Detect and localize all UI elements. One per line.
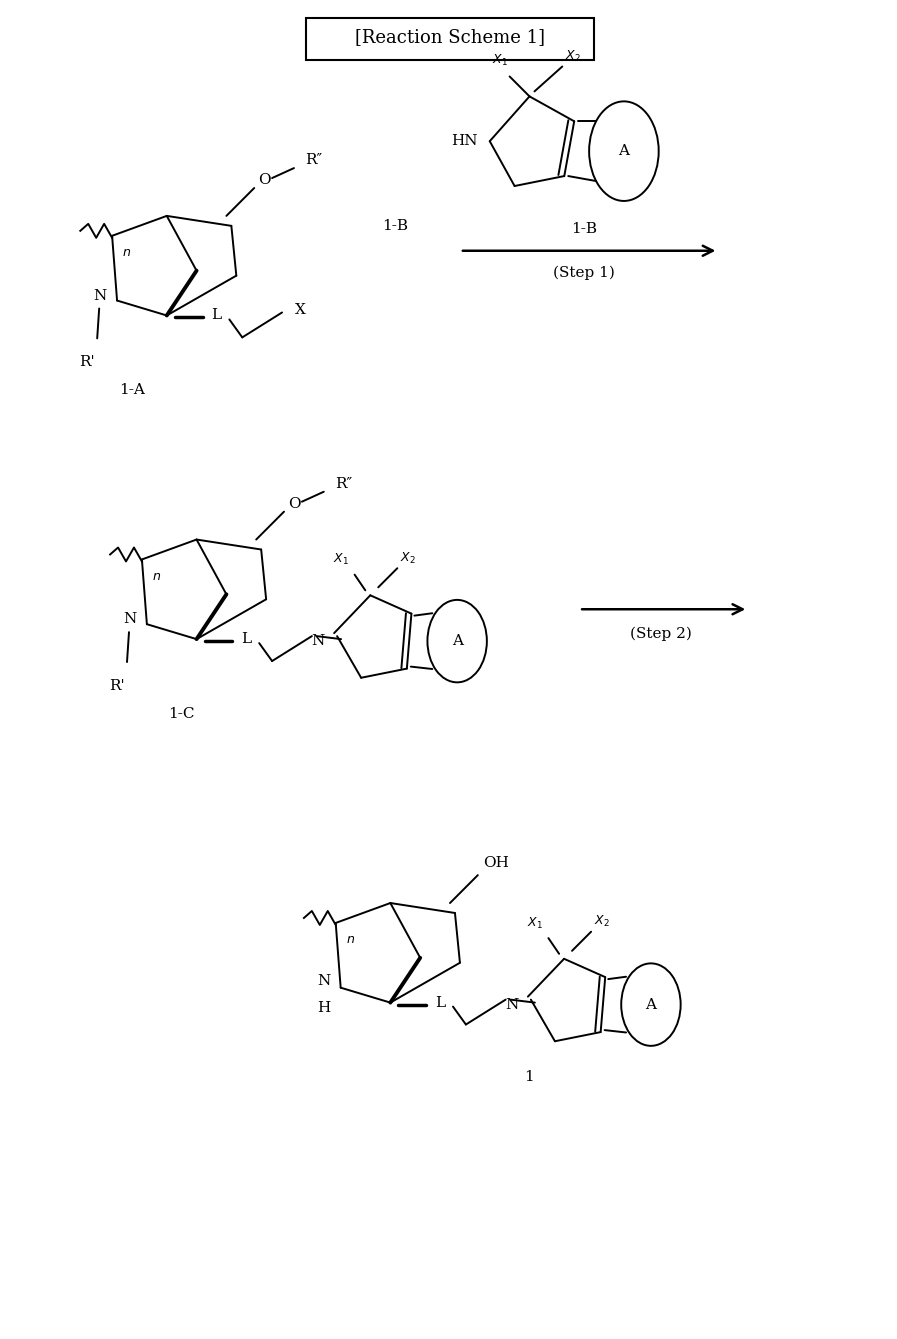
Text: HN: HN: [452, 134, 478, 149]
Text: O: O: [288, 497, 300, 510]
Text: [Reaction Scheme 1]: [Reaction Scheme 1]: [355, 28, 545, 46]
Text: N: N: [311, 635, 325, 648]
Text: N: N: [318, 973, 330, 988]
Text: H: H: [318, 1000, 330, 1015]
Text: $X_1$: $X_1$: [492, 54, 508, 68]
Text: $X_1$: $X_1$: [527, 916, 543, 931]
Text: R': R': [109, 679, 125, 692]
Text: 1-A: 1-A: [119, 383, 145, 398]
Text: $X_2$: $X_2$: [594, 915, 610, 929]
Text: OH: OH: [483, 856, 509, 870]
Text: L: L: [435, 996, 445, 1010]
Text: A: A: [646, 998, 657, 1011]
Text: $X_1$: $X_1$: [333, 552, 349, 568]
Text: A: A: [452, 635, 463, 648]
Text: $n$: $n$: [346, 933, 355, 947]
Text: $X_2$: $X_2$: [565, 50, 581, 64]
Text: 1-C: 1-C: [169, 707, 195, 720]
Text: O: O: [257, 173, 271, 187]
Text: A: A: [618, 145, 630, 158]
Text: X: X: [294, 304, 305, 317]
Text: L: L: [241, 632, 251, 647]
Text: R″: R″: [305, 153, 322, 167]
Text: $X_2$: $X_2$: [400, 550, 416, 566]
Text: $n$: $n$: [123, 246, 132, 260]
Text: N: N: [93, 289, 107, 303]
Text: 1-B: 1-B: [382, 218, 408, 233]
Text: 1-B: 1-B: [571, 222, 597, 236]
Text: R': R': [80, 355, 95, 370]
Text: (Step 2): (Step 2): [630, 627, 692, 641]
Text: N: N: [505, 998, 518, 1011]
Text: 1: 1: [525, 1070, 535, 1085]
Text: (Step 1): (Step 1): [553, 265, 615, 280]
Text: R″: R″: [335, 477, 353, 491]
Text: N: N: [124, 612, 136, 627]
Text: $n$: $n$: [152, 570, 161, 582]
Text: L: L: [212, 308, 222, 323]
